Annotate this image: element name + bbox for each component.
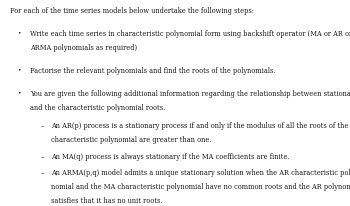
- Text: An MA(q) process is always stationary if the MA coefficients are finite.: An MA(q) process is always stationary if…: [51, 153, 289, 161]
- Text: nomial and the MA characteristic polynomial have no common roots and the AR poly: nomial and the MA characteristic polynom…: [51, 183, 350, 191]
- Text: –: –: [40, 122, 44, 130]
- Text: satisfies that it has no unit roots.: satisfies that it has no unit roots.: [51, 197, 162, 205]
- Text: Write each time series in characteristic polynomial form using backshift operato: Write each time series in characteristic…: [30, 30, 350, 38]
- Text: –: –: [40, 153, 44, 161]
- Text: characteristic polynomial are greater than one.: characteristic polynomial are greater th…: [51, 136, 211, 144]
- Text: •: •: [18, 90, 21, 95]
- Text: An AR(p) process is a stationary process if and only if the modulus of all the r: An AR(p) process is a stationary process…: [51, 122, 350, 130]
- Text: Factorise the relevant polynomials and find the roots of the polynomials.: Factorise the relevant polynomials and f…: [30, 67, 275, 75]
- Text: •: •: [18, 67, 21, 72]
- Text: and the characteristic polynomial roots.: and the characteristic polynomial roots.: [30, 104, 165, 112]
- Text: •: •: [18, 30, 21, 35]
- Text: –: –: [40, 169, 44, 177]
- Text: ARMA polynomials as required): ARMA polynomials as required): [30, 44, 137, 52]
- Text: You are given the following additional information regarding the relationship be: You are given the following additional i…: [30, 90, 350, 98]
- Text: For each of the time series models below undertake the following steps:: For each of the time series models below…: [10, 7, 254, 15]
- Text: An ARMA(p,q) model admits a unique stationary solution when the AR characteristi: An ARMA(p,q) model admits a unique stati…: [51, 169, 350, 177]
